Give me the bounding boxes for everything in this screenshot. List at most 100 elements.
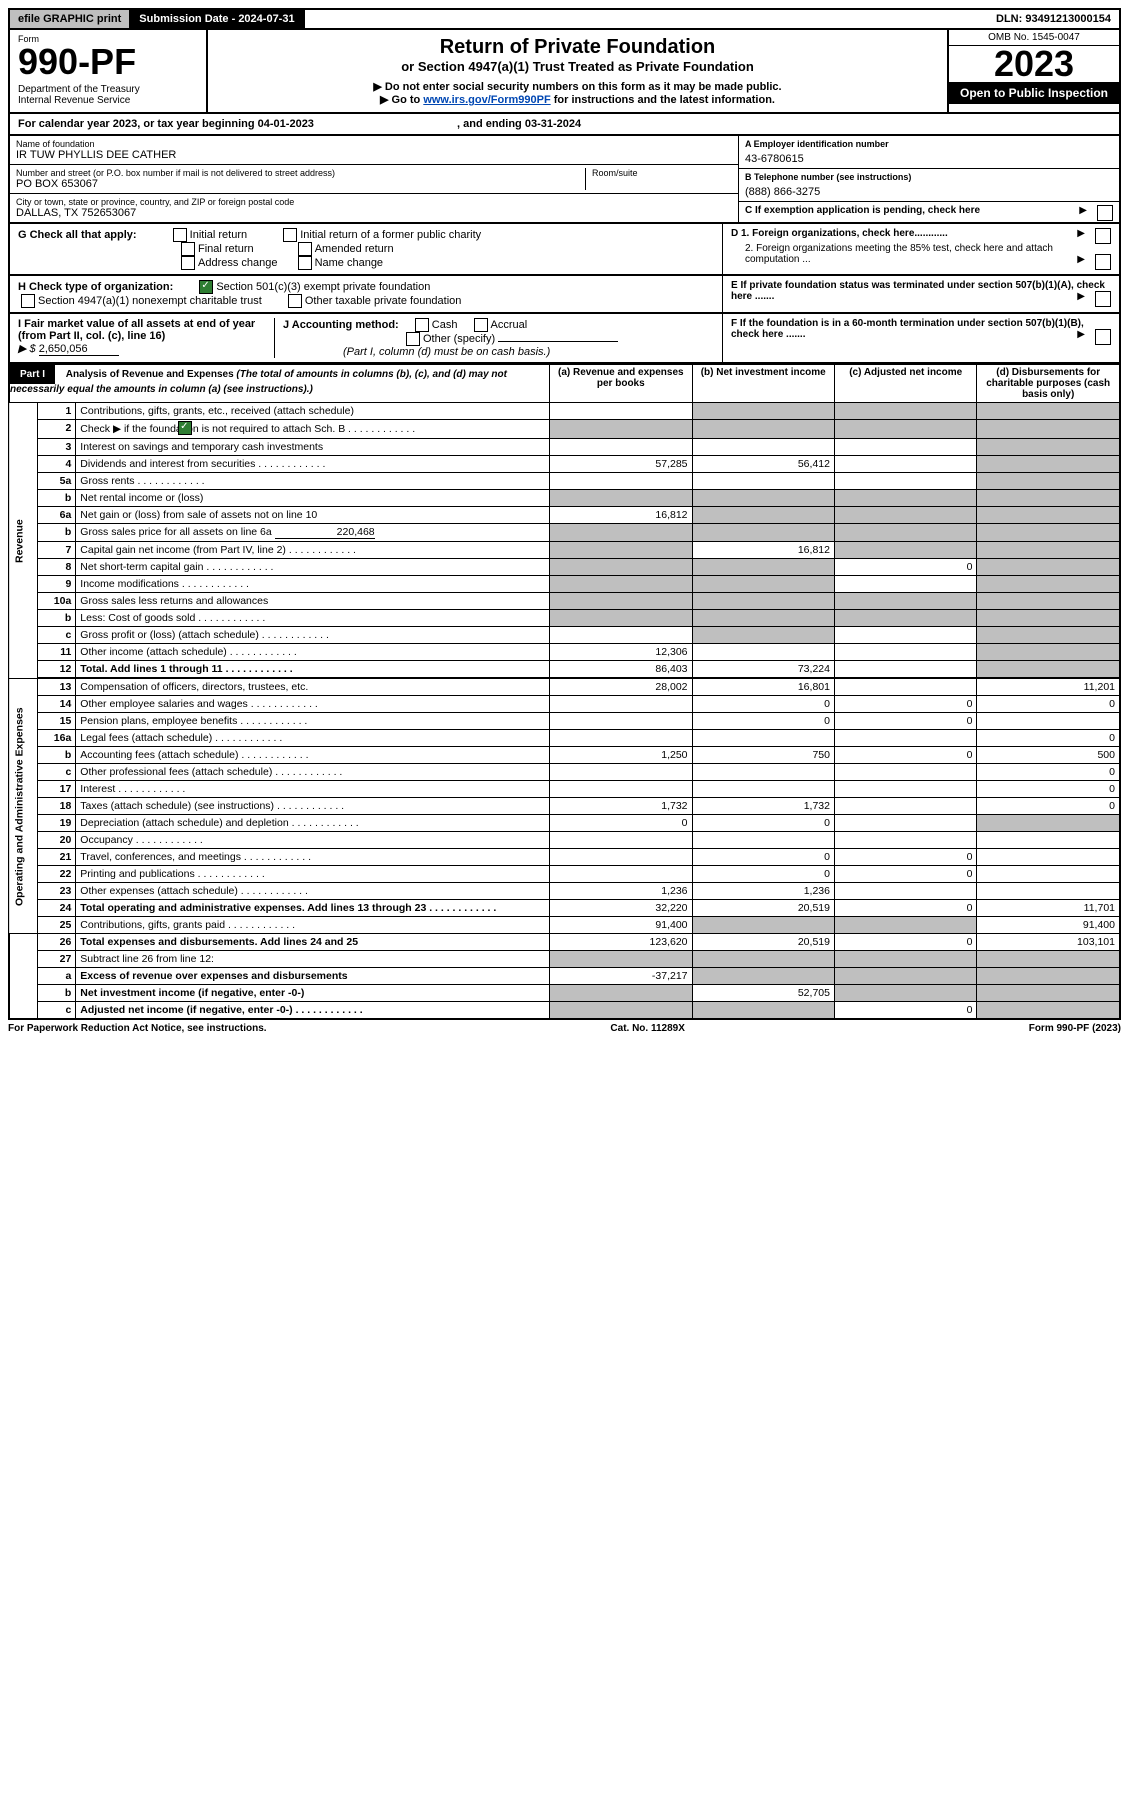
- revenue-side: Revenue: [9, 403, 37, 679]
- line-1: Contributions, gifts, grants, etc., rece…: [76, 403, 550, 420]
- dln: DLN: 93491213000154: [988, 10, 1119, 28]
- amt-14d: 0: [977, 696, 1120, 713]
- f-checkbox[interactable]: [1095, 329, 1111, 345]
- amt-21c: 0: [834, 849, 976, 866]
- amt-4a: 57,285: [550, 456, 692, 473]
- cbx-other-tax[interactable]: [288, 294, 302, 308]
- line-8: Net short-term capital gain: [76, 559, 550, 576]
- cbx-501c3[interactable]: [199, 280, 213, 294]
- cbx-initial-former[interactable]: [283, 228, 297, 242]
- amt-13a: 28,002: [550, 679, 692, 696]
- amt-14c: 0: [834, 696, 976, 713]
- amt-16ba: 1,250: [550, 747, 692, 764]
- amt-16bd: 500: [977, 747, 1120, 764]
- cbx-address[interactable]: [181, 256, 195, 270]
- amt-22b: 0: [692, 866, 834, 883]
- cbx-name[interactable]: [298, 256, 312, 270]
- amt-6aa: 16,812: [550, 507, 692, 524]
- amt-26b: 20,519: [692, 934, 834, 951]
- amt-15b: 0: [692, 713, 834, 730]
- j-label: J Accounting method:: [283, 319, 399, 331]
- amt-24b: 20,519: [692, 900, 834, 917]
- note-goto: ▶ Go to www.irs.gov/Form990PF for instru…: [214, 93, 941, 106]
- cbx-cash[interactable]: [415, 318, 429, 332]
- d1-checkbox[interactable]: [1095, 228, 1111, 244]
- note-ssn: Do not enter social security numbers on …: [214, 80, 941, 93]
- amt-24a: 32,220: [550, 900, 692, 917]
- amt-11a: 12,306: [550, 644, 692, 661]
- line-19: Depreciation (attach schedule) and deple…: [76, 815, 550, 832]
- line-7: Capital gain net income (from Part IV, l…: [76, 542, 550, 559]
- line-27: Subtract line 26 from line 12:: [76, 951, 550, 968]
- h-label: H Check type of organization:: [18, 281, 173, 293]
- g-block: G Check all that apply: Initial return I…: [8, 224, 1121, 276]
- c-label: C If exemption application is pending, c…: [745, 205, 980, 216]
- amt-23a: 1,236: [550, 883, 692, 900]
- amt-18a: 1,732: [550, 798, 692, 815]
- ein-val: 43-6780615: [745, 153, 1113, 165]
- d2-checkbox[interactable]: [1095, 254, 1111, 270]
- addr-val: PO BOX 653067: [16, 178, 585, 190]
- col-b-header: (b) Net investment income: [692, 365, 834, 403]
- line-17: Interest: [76, 781, 550, 798]
- line-2: Check ▶ if the foundation is not require…: [76, 420, 550, 439]
- amt-18b: 1,732: [692, 798, 834, 815]
- col-a-header: (a) Revenue and expenses per books: [550, 365, 692, 403]
- cbx-final[interactable]: [181, 242, 195, 256]
- efile-print-label[interactable]: efile GRAPHIC print: [10, 10, 131, 28]
- expenses-side: Operating and Administrative Expenses: [9, 679, 37, 934]
- line-12: Total. Add lines 1 through 11: [76, 661, 550, 678]
- d2-label: 2. Foreign organizations meeting the 85%…: [745, 243, 1053, 265]
- col-d-header: (d) Disbursements for charitable purpose…: [977, 365, 1120, 403]
- amt-13b: 16,801: [692, 679, 834, 696]
- f-label: F If the foundation is in a 60-month ter…: [731, 318, 1084, 340]
- line-25: Contributions, gifts, grants paid: [76, 917, 550, 934]
- amt-24c: 0: [834, 900, 976, 917]
- cbx-schb[interactable]: [178, 421, 192, 435]
- i-label: I Fair market value of all assets at end…: [18, 318, 255, 342]
- cbx-amended[interactable]: [298, 242, 312, 256]
- e-checkbox[interactable]: [1095, 291, 1111, 307]
- part1-tab: Part I: [10, 365, 55, 384]
- amt-18d: 0: [977, 798, 1120, 815]
- j-note: (Part I, column (d) must be on cash basi…: [343, 346, 550, 358]
- name-label: Name of foundation: [16, 139, 732, 149]
- open-to-public: Open to Public Inspection: [949, 82, 1119, 104]
- amt-17d: 0: [977, 781, 1120, 798]
- amt-27cc: 0: [834, 1002, 976, 1020]
- tax-year: 2023: [949, 46, 1119, 82]
- part1-table: Part I Analysis of Revenue and Expenses …: [8, 364, 1121, 1020]
- calendar-year-line: For calendar year 2023, or tax year begi…: [8, 114, 1121, 136]
- amt-19a: 0: [550, 815, 692, 832]
- cbx-4947[interactable]: [21, 294, 35, 308]
- line-9: Income modifications: [76, 576, 550, 593]
- cbx-accrual[interactable]: [474, 318, 488, 332]
- amt-22c: 0: [834, 866, 976, 883]
- line-27c: Adjusted net income (if negative, enter …: [76, 1002, 550, 1020]
- amt-25d: 91,400: [977, 917, 1120, 934]
- line-27b: Net investment income (if negative, ente…: [76, 985, 550, 1002]
- submission-date: Submission Date - 2024-07-31: [131, 10, 304, 28]
- c-checkbox[interactable]: [1097, 205, 1113, 221]
- line-14: Other employee salaries and wages: [76, 696, 550, 713]
- line-26: Total expenses and disbursements. Add li…: [76, 934, 550, 951]
- amt-16bc: 0: [834, 747, 976, 764]
- foundation-name: IR TUW PHYLLIS DEE CATHER: [16, 149, 732, 161]
- col-c-header: (c) Adjusted net income: [834, 365, 976, 403]
- irs: Internal Revenue Service: [18, 95, 198, 106]
- amt-21b: 0: [692, 849, 834, 866]
- line-22: Printing and publications: [76, 866, 550, 883]
- amt-12b: 73,224: [692, 661, 834, 678]
- cbx-initial[interactable]: [173, 228, 187, 242]
- irs-link[interactable]: www.irs.gov/Form990PF: [423, 94, 550, 106]
- amt-8c: 0: [834, 559, 976, 576]
- line-21: Travel, conferences, and meetings: [76, 849, 550, 866]
- form-number: 990-PF: [18, 44, 198, 80]
- d1-label: D 1. Foreign organizations, check here..…: [731, 228, 948, 239]
- line-6a: Net gain or (loss) from sale of assets n…: [76, 507, 550, 524]
- line-5a: Gross rents: [76, 473, 550, 490]
- cbx-other-method[interactable]: [406, 332, 420, 346]
- amt-26c: 0: [834, 934, 976, 951]
- amt-6b-inline: 220,468: [275, 526, 375, 539]
- amt-7b: 16,812: [692, 542, 834, 559]
